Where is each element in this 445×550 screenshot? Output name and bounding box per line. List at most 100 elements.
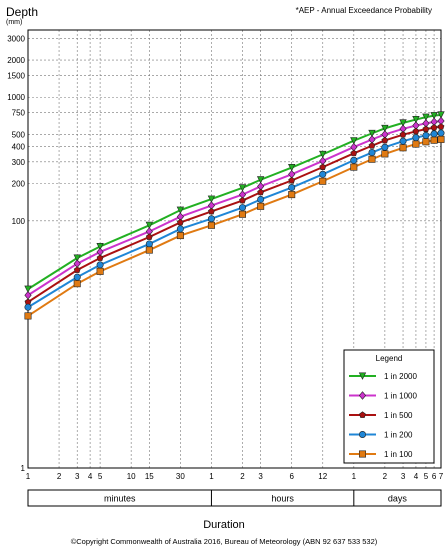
pentagon-marker [437, 123, 445, 130]
square-marker [96, 267, 104, 275]
x-tick-label: 6 [289, 472, 294, 481]
legend-box [343, 349, 435, 464]
circle-marker [96, 261, 104, 269]
triangle-marker [256, 176, 265, 184]
x-axis-title: Duration [203, 519, 245, 531]
triangle-marker [422, 113, 430, 122]
triangle-marker [430, 112, 438, 120]
legend-item: 1 in 1000 [349, 391, 417, 401]
pentagon-marker [381, 136, 389, 144]
square-marker [145, 246, 153, 254]
y-tick-label: 200 [12, 180, 26, 189]
circle-marker [238, 204, 246, 212]
legend-label: 1 in 200 [384, 431, 413, 440]
square-marker [24, 312, 32, 320]
pentagon-marker [239, 196, 246, 204]
series-1-in-2000 [24, 111, 445, 294]
circle-marker [319, 170, 327, 178]
y-tick-labels: 1 100 200 300 400 500 750 1000 1500 2000 3000 [7, 34, 25, 473]
x-tick-label: 5 [98, 472, 103, 481]
pentagon-marker [288, 176, 296, 184]
duration-group-hours: hours [271, 494, 294, 504]
triangle-marker [437, 111, 445, 119]
x-tick-label: 2 [240, 472, 245, 481]
circle-marker [430, 130, 438, 138]
y-tick-label: 1000 [7, 93, 25, 102]
square-marker [207, 221, 215, 229]
triangle-marker [358, 372, 367, 380]
square-marker [288, 191, 296, 199]
series-1-in-100 [24, 135, 445, 320]
x-tick-labels: 1 2 3 4 5 10 15 30 1 2 3 6 12 1 2 3 4 5 6 7 [26, 472, 444, 481]
triangle-marker [24, 285, 32, 294]
y-axis-unit: (mm) [6, 19, 22, 26]
circle-marker [288, 184, 296, 192]
x-tick-label: 30 [176, 472, 185, 481]
triangle-marker [176, 206, 185, 215]
square-marker [437, 135, 445, 143]
square-marker [399, 144, 407, 152]
legend-item: 1 in 2000 [349, 372, 417, 381]
triangle-marker [412, 116, 420, 124]
square-marker [350, 163, 358, 171]
triangle-marker [350, 137, 358, 145]
circle-marker [257, 195, 265, 203]
circle-marker [145, 240, 153, 248]
triangle-marker [288, 164, 296, 172]
y-tick-label: 1 [21, 464, 26, 473]
x-tick-label: 4 [414, 472, 419, 481]
y-tick-label: 2000 [7, 56, 25, 65]
y-tick-label: 500 [12, 130, 26, 139]
triangle-marker [399, 119, 407, 127]
x-tick-label: 2 [383, 472, 388, 481]
legend-label: 1 in 1000 [384, 392, 417, 401]
duration-group-minutes: minutes [104, 494, 136, 504]
legend-item: 1 in 500 [349, 411, 413, 420]
y-tick-label: 1500 [7, 71, 25, 80]
pentagon-marker [208, 207, 215, 215]
x-tick-label: 12 [318, 472, 327, 481]
x-tick-label: 5 [424, 472, 429, 481]
legend-title: Legend [376, 354, 403, 363]
triangle-marker [368, 129, 376, 138]
circle-marker [399, 137, 407, 145]
series-1-in-500 [24, 123, 445, 305]
circle-marker [412, 134, 420, 142]
y-tick-label: 750 [12, 109, 26, 118]
pentagon-marker [257, 188, 265, 196]
square-marker [73, 280, 81, 288]
triangle-marker [96, 242, 104, 251]
triangle-marker [73, 254, 81, 262]
duration-group-days: days [388, 494, 408, 504]
series-1-in-200 [24, 129, 445, 311]
diamond-marker [358, 391, 367, 400]
pentagon-marker [368, 142, 376, 149]
circle-marker [73, 273, 81, 281]
x-tick-label: 1 [26, 472, 31, 481]
circle-marker [207, 215, 215, 223]
circle-marker [368, 149, 376, 157]
x-tick-label: 3 [401, 472, 406, 481]
legend-label: 1 in 500 [384, 411, 413, 420]
legend: Legend 1 in 2000 1 in 1000 1 in 500 1 in 200… [343, 349, 435, 464]
y-tick-label: 100 [12, 217, 26, 226]
square-marker [381, 150, 389, 158]
square-marker [412, 140, 420, 148]
x-tick-label: 10 [127, 472, 136, 481]
pentagon-marker [176, 218, 184, 226]
circle-marker [176, 225, 184, 233]
pentagon-marker [430, 124, 438, 131]
triangle-marker [319, 150, 327, 159]
y-tick-label: 400 [12, 142, 26, 151]
square-marker [422, 138, 430, 146]
pentagon-marker [96, 254, 104, 261]
aep-note: *AEP - Annual Exceedance Probability [296, 6, 432, 15]
plot-frame [27, 29, 442, 469]
square-marker [319, 177, 327, 185]
square-marker [176, 232, 184, 240]
x-tick-label: 1 [209, 472, 214, 481]
duration-group-bar: minutes hours days [27, 489, 442, 507]
legend-label: 1 in 2000 [384, 372, 417, 381]
square-marker [430, 136, 438, 144]
